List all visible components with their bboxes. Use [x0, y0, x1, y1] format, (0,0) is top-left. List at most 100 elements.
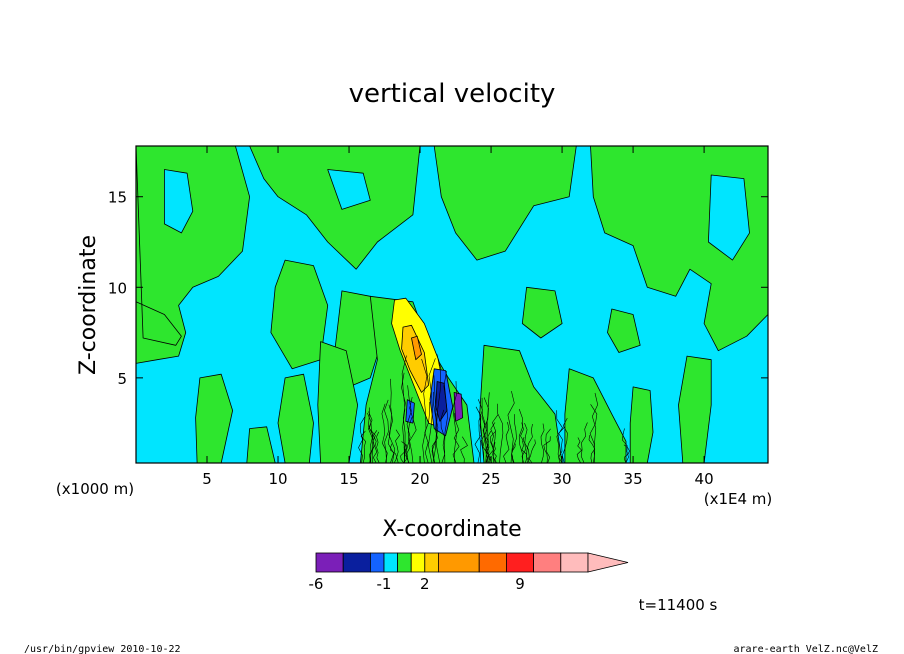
colorbar-cell	[315, 552, 344, 573]
y-axis-label: Z-coordinate	[76, 235, 101, 375]
wave-line	[524, 422, 530, 464]
wave-line	[443, 370, 448, 464]
colorbar-extension	[587, 552, 629, 573]
x-axis-label: X-coordinate	[382, 517, 521, 542]
x-unit-right: (x1E4 m)	[704, 490, 773, 508]
contour-region	[164, 169, 194, 234]
x-tick-label: 15	[339, 470, 358, 488]
wave-line	[390, 443, 398, 464]
wave-line	[490, 431, 496, 464]
contour-region	[435, 381, 448, 422]
wave-line	[440, 409, 446, 464]
x-unit-left: (x1000 m)	[56, 480, 134, 498]
colorbar-label: 9	[515, 575, 525, 593]
wave-line	[388, 378, 396, 464]
wave-line	[556, 410, 563, 464]
colorbar-cell	[505, 552, 534, 573]
wave-line	[591, 392, 599, 464]
wave-line	[521, 437, 528, 464]
wave-line	[474, 406, 482, 464]
wave-line	[545, 428, 551, 464]
colorbar-cell	[424, 552, 439, 573]
colorbar-labels: -6 -1 2 9	[309, 575, 525, 593]
colorbar-cell	[397, 552, 412, 573]
contour-region	[270, 259, 329, 370]
wave-line	[372, 430, 378, 464]
x-tick-label: 10	[268, 470, 287, 488]
y-tick-label: 10	[108, 279, 127, 297]
contour-region	[453, 392, 464, 422]
wave-line	[452, 413, 460, 464]
wave-line	[424, 401, 430, 464]
footer-right: arare-earth_VelZ.nc@VelZ	[734, 644, 879, 654]
wave-line	[360, 430, 367, 464]
wave-line	[395, 429, 400, 464]
wave-line	[576, 437, 583, 464]
wave-line	[421, 358, 428, 464]
wave-line	[460, 436, 468, 464]
wave-line	[401, 372, 406, 464]
contour-region	[521, 286, 563, 339]
wave-line	[381, 403, 388, 464]
wave-line	[621, 428, 629, 464]
contour-region	[629, 386, 654, 464]
x-axis: 5 10 15 20 25 30 35 40	[202, 146, 714, 488]
plot-frame	[135, 145, 769, 464]
wave-line	[384, 399, 389, 464]
x-tick-label: 35	[624, 470, 643, 488]
x-tick-label: 40	[695, 470, 714, 488]
wave-line	[367, 412, 375, 464]
wave-line	[528, 439, 536, 464]
y-axis: 5 10 15	[108, 189, 768, 388]
wave-line	[431, 391, 439, 464]
contour-region	[708, 174, 750, 261]
wave-line	[589, 404, 598, 464]
colorbar-label: -6	[309, 575, 324, 593]
wave-line	[403, 444, 408, 464]
wave-line	[376, 431, 380, 464]
wave-lines	[358, 354, 630, 464]
wave-line	[497, 403, 504, 464]
colorbar-cell	[342, 552, 371, 573]
wave-line	[452, 381, 457, 464]
contour-region	[411, 335, 422, 361]
x-tick-label: 20	[410, 470, 429, 488]
wave-line	[477, 399, 483, 464]
x-tick-label: 30	[553, 470, 572, 488]
wave-line	[480, 397, 488, 464]
colorbar-cell	[437, 552, 480, 573]
y-tick-label: 15	[108, 189, 127, 207]
colorbar-label: 2	[420, 575, 430, 593]
wave-line	[588, 435, 596, 464]
wave-line	[558, 427, 565, 464]
wave-line	[406, 385, 412, 464]
footer-left: /usr/bin/gpview 2010-10-22	[24, 644, 181, 654]
wave-line	[485, 392, 490, 464]
contour-region	[433, 145, 577, 261]
colorbar-cell	[410, 552, 426, 573]
contour-region	[327, 169, 371, 210]
wave-line	[623, 444, 630, 464]
colorbar-cell	[383, 552, 399, 573]
wave-line	[405, 417, 413, 464]
wave-line	[486, 420, 490, 464]
contour-region	[607, 308, 641, 353]
wave-line	[543, 436, 551, 464]
contour-region	[401, 324, 429, 393]
wave-line	[428, 358, 436, 464]
x-tick-label: 25	[482, 470, 501, 488]
contour-region	[249, 145, 421, 270]
colorbar	[315, 552, 629, 573]
x-tick-label: 5	[202, 470, 212, 488]
contour-field	[135, 145, 769, 464]
wave-line	[503, 421, 510, 464]
wave-line	[540, 423, 545, 464]
wave-line	[409, 397, 417, 464]
wave-line	[435, 354, 441, 464]
wave-line	[368, 411, 375, 464]
wave-line	[401, 355, 407, 464]
wave-line	[368, 421, 376, 464]
wave-line	[561, 417, 568, 464]
wave-line	[580, 422, 588, 464]
